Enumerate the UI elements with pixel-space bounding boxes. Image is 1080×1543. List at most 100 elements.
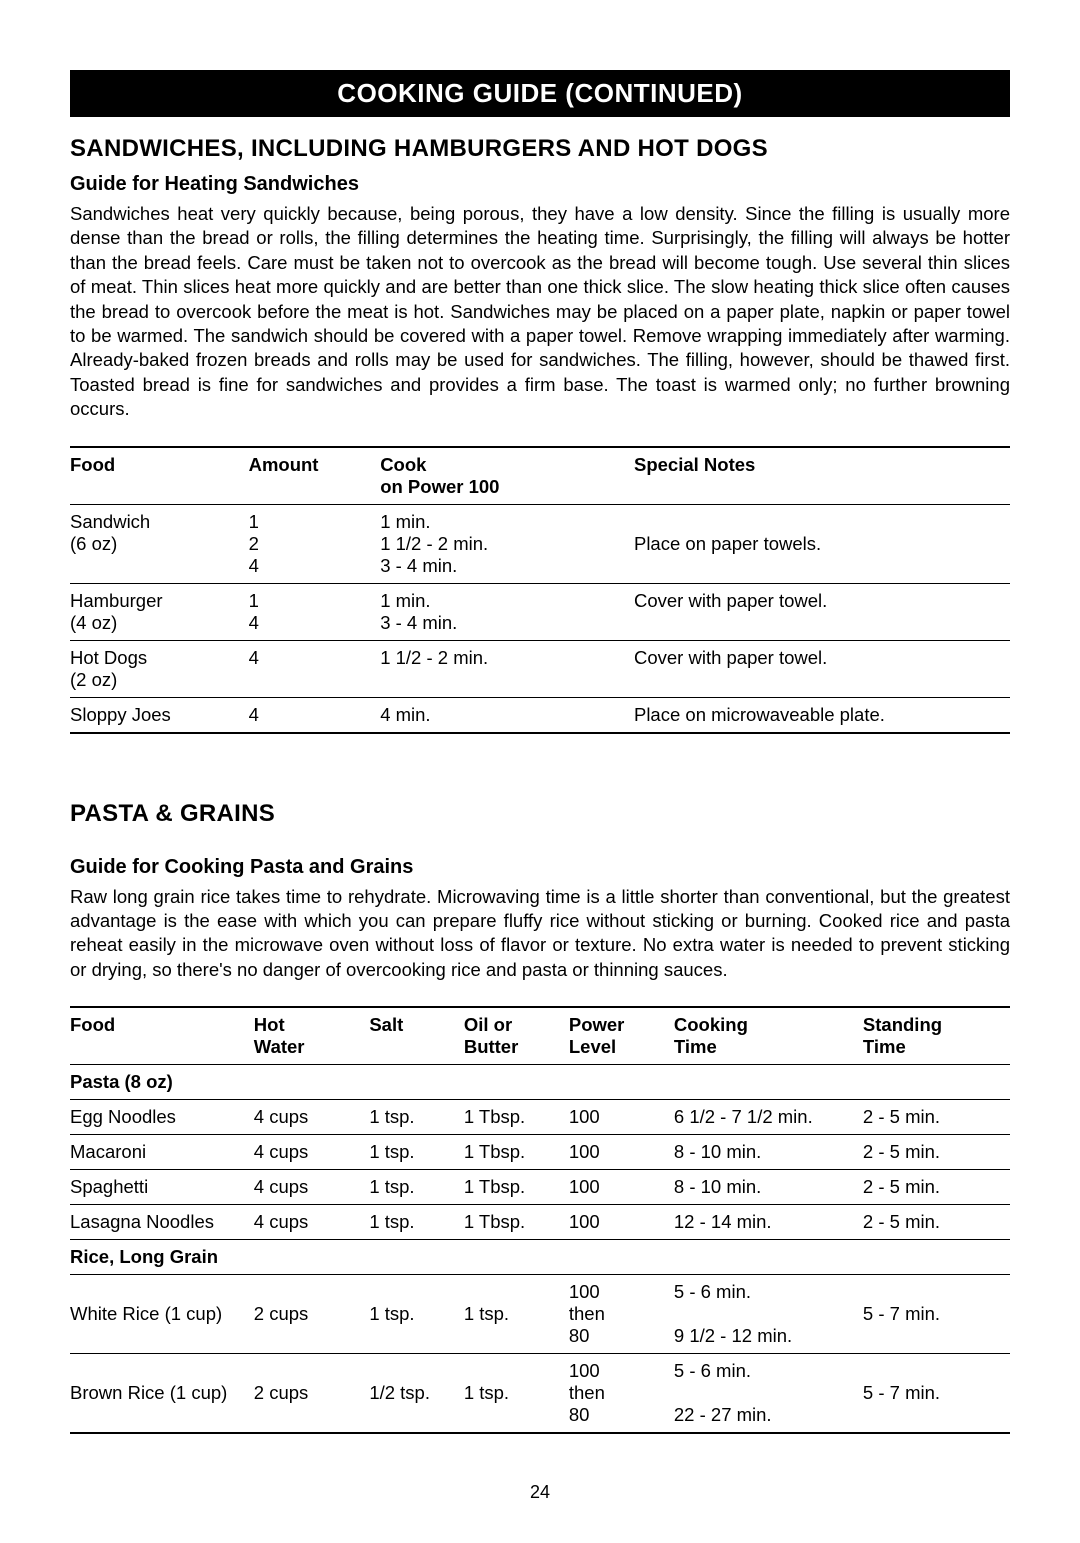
p2-st: 2 - 5 min. — [863, 1135, 1010, 1170]
p4-hot: 4 cups — [254, 1205, 370, 1240]
p1-salt: 1 tsp. — [369, 1100, 464, 1135]
rr2-pow: 100 then 80 — [569, 1354, 674, 1434]
p4-ct: 12 - 14 min. — [674, 1205, 863, 1240]
r3-food: Hot Dogs (2 oz) — [70, 640, 249, 697]
p1-food: Egg Noodles — [70, 1100, 254, 1135]
pt-st: Standing Time — [863, 1007, 1010, 1065]
rr1-ct2: 9 1/2 - 12 min. — [674, 1325, 792, 1346]
pt-oil-l2: Butter — [464, 1036, 518, 1057]
rr1-ct: 5 - 6 min. 9 1/2 - 12 min. — [674, 1275, 863, 1354]
r2-a1: 1 — [249, 590, 259, 611]
rr1-food: White Rice (1 cup) — [70, 1275, 254, 1354]
rr2-food: Brown Rice (1 cup) — [70, 1354, 254, 1434]
section1-subtitle: Guide for Heating Sandwiches — [70, 173, 1010, 196]
r1-cook: 1 min. 1 1/2 - 2 min. 3 - 4 min. — [380, 504, 634, 583]
p2-food: Macaroni — [70, 1135, 254, 1170]
p3-pow: 100 — [569, 1170, 674, 1205]
p3-hot: 4 cups — [254, 1170, 370, 1205]
banner-title: COOKING GUIDE (CONTINUED) — [70, 70, 1010, 117]
rr1-salt: 1 tsp. — [369, 1275, 464, 1354]
pt-ct-l1: Cooking — [674, 1014, 748, 1035]
pt-ct-l2: Time — [674, 1036, 717, 1057]
r2-food-l1: Hamburger — [70, 590, 163, 611]
r1-c1: 1 min. — [380, 511, 430, 532]
rr2-hot: 2 cups — [254, 1354, 370, 1434]
pt-salt: Salt — [369, 1007, 464, 1065]
p1-ct: 6 1/2 - 7 1/2 min. — [674, 1100, 863, 1135]
p3-food: Spaghetti — [70, 1170, 254, 1205]
p4-pow: 100 — [569, 1205, 674, 1240]
rice-subhead: Rice, Long Grain — [70, 1240, 1010, 1275]
rr1-pow: 100 then 80 — [569, 1275, 674, 1354]
rr1-hot: 2 cups — [254, 1275, 370, 1354]
page: COOKING GUIDE (CONTINUED) SANDWICHES, IN… — [0, 0, 1080, 1543]
r2-c2: 3 - 4 min. — [380, 612, 457, 633]
pasta-table: Food Hot Water Salt Oil or Butter Power … — [70, 1006, 1010, 1434]
pt-oil-l1: Oil or — [464, 1014, 512, 1035]
r1-a3: 4 — [249, 555, 259, 576]
th-amount: Amount — [249, 447, 381, 505]
p2-hot: 4 cups — [254, 1135, 370, 1170]
p1-oil: 1 Tbsp. — [464, 1100, 569, 1135]
rr1-pow3: 80 — [569, 1325, 590, 1346]
pt-pow-l1: Power — [569, 1014, 625, 1035]
rr2-pow2: then — [569, 1382, 605, 1403]
pt-pow: Power Level — [569, 1007, 674, 1065]
r2-cook: 1 min. 3 - 4 min. — [380, 583, 634, 640]
r1-food-l2: (6 oz) — [70, 533, 117, 554]
th-cook-l1: Cook — [380, 454, 426, 475]
r1-amount: 1 2 4 — [249, 504, 381, 583]
p2-oil: 1 Tbsp. — [464, 1135, 569, 1170]
r3-amount: 4 — [249, 640, 381, 697]
rr1-pow1: 100 — [569, 1281, 600, 1302]
rr1-ct1: 5 - 6 min. — [674, 1281, 751, 1302]
p3-st: 2 - 5 min. — [863, 1170, 1010, 1205]
r1-note: Place on paper towels. — [634, 504, 1010, 583]
r3-cook: 1 1/2 - 2 min. — [380, 640, 634, 697]
p2-ct: 8 - 10 min. — [674, 1135, 863, 1170]
page-number: 24 — [70, 1482, 1010, 1503]
r2-c1: 1 min. — [380, 590, 430, 611]
pt-pow-l2: Level — [569, 1036, 616, 1057]
rr2-oil: 1 tsp. — [464, 1354, 569, 1434]
pt-food: Food — [70, 1007, 254, 1065]
pt-hot: Hot Water — [254, 1007, 370, 1065]
section2-paragraph: Raw long grain rice takes time to rehydr… — [70, 885, 1010, 983]
pt-oil: Oil or Butter — [464, 1007, 569, 1065]
th-food: Food — [70, 447, 249, 505]
p2-pow: 100 — [569, 1135, 674, 1170]
pt-ct: Cooking Time — [674, 1007, 863, 1065]
r3-note: Cover with paper towel. — [634, 640, 1010, 697]
p1-st: 2 - 5 min. — [863, 1100, 1010, 1135]
r1-food-l1: Sandwich — [70, 511, 150, 532]
r4-cook: 4 min. — [380, 697, 634, 733]
r1-food: Sandwich (6 oz) — [70, 504, 249, 583]
r1-c2: 1 1/2 - 2 min. — [380, 533, 488, 554]
r1-a2: 2 — [249, 533, 259, 554]
pasta-subhead: Pasta (8 oz) — [70, 1065, 1010, 1100]
section1-paragraph: Sandwiches heat very quickly because, be… — [70, 202, 1010, 422]
p2-salt: 1 tsp. — [369, 1135, 464, 1170]
rr1-st: 5 - 7 min. — [863, 1275, 1010, 1354]
th-cook-l2: on Power 100 — [380, 476, 499, 497]
p4-food: Lasagna Noodles — [70, 1205, 254, 1240]
p1-pow: 100 — [569, 1100, 674, 1135]
rr2-ct2: 22 - 27 min. — [674, 1404, 772, 1425]
section2-title: PASTA & GRAINS — [70, 800, 1010, 828]
r2-note: Cover with paper towel. — [634, 583, 1010, 640]
r3-food-l1: Hot Dogs — [70, 647, 147, 668]
rr2-ct1: 5 - 6 min. — [674, 1360, 751, 1381]
p1-hot: 4 cups — [254, 1100, 370, 1135]
p4-salt: 1 tsp. — [369, 1205, 464, 1240]
th-notes: Special Notes — [634, 447, 1010, 505]
rr2-pow3: 80 — [569, 1404, 590, 1425]
r1-a1: 1 — [249, 511, 259, 532]
rr2-st: 5 - 7 min. — [863, 1354, 1010, 1434]
r2-food: Hamburger (4 oz) — [70, 583, 249, 640]
p4-st: 2 - 5 min. — [863, 1205, 1010, 1240]
sandwich-table: Food Amount Cook on Power 100 Special No… — [70, 446, 1010, 734]
rr2-ct: 5 - 6 min. 22 - 27 min. — [674, 1354, 863, 1434]
pt-hot-l2: Water — [254, 1036, 305, 1057]
rr1-oil: 1 tsp. — [464, 1275, 569, 1354]
section2-subtitle: Guide for Cooking Pasta and Grains — [70, 856, 1010, 879]
